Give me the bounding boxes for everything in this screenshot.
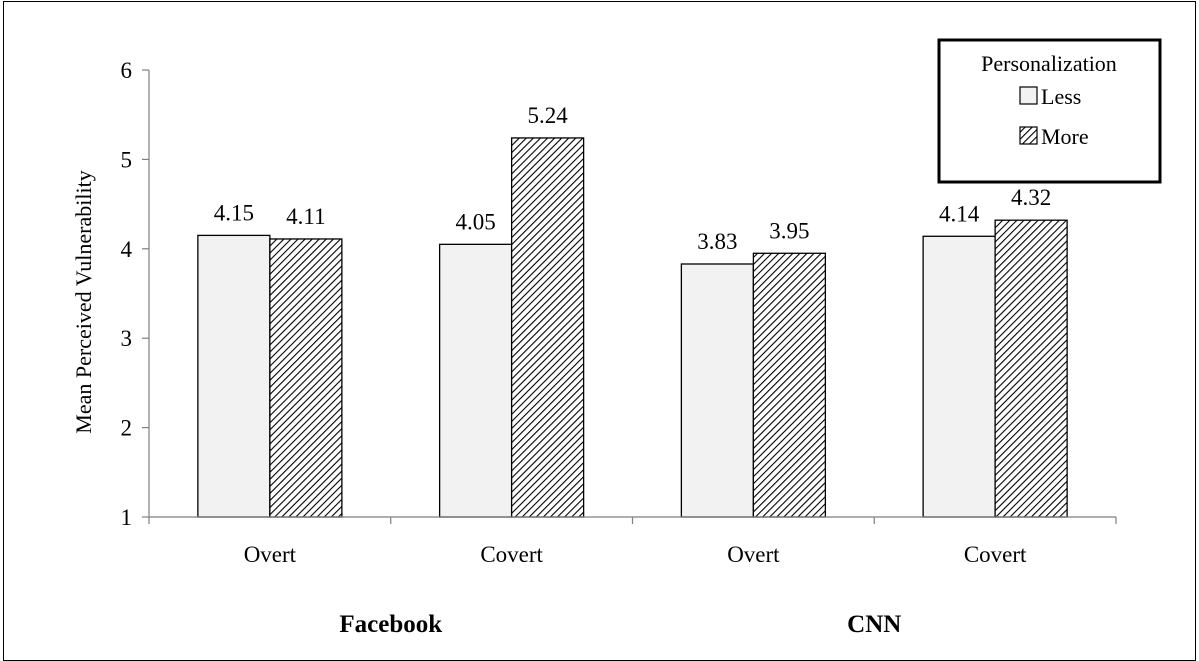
data-label: 4.11 [286,204,325,229]
data-label: 3.95 [769,218,809,243]
y-tick-label: 5 [121,147,133,172]
group-labels: Facebook CNN [339,611,901,638]
bars [197,137,1068,518]
data-label: 4.14 [939,201,980,226]
bar-less [197,234,271,518]
legend-title: Personalization [981,51,1117,76]
y-tick-label: 1 [121,505,133,530]
legend-label-more: More [1041,124,1089,149]
y-tick-label: 3 [121,326,133,351]
data-label: 4.15 [214,200,254,225]
bar-more [510,137,585,518]
data-label: 3.83 [697,229,737,254]
y-axis-title: Mean Perceived Vulnerability [71,170,96,433]
data-labels: 4.15 4.11 4.05 5.24 3.83 3.95 4.14 4.32 [214,103,1052,254]
bar-chart: 1 2 3 4 5 6 Mean Perceived Vulnerability 4.15… [71,38,1162,638]
legend-box [937,38,1162,184]
data-label: 4.32 [1011,185,1051,210]
y-ticks: 1 2 3 4 5 6 [121,58,149,530]
legend-swatch-more [1019,126,1038,145]
category-labels: Overt Covert Overt Covert [244,542,1027,567]
group-label: Facebook [339,611,442,638]
bar-more [269,238,343,518]
legend-label-less: Less [1041,84,1081,109]
group-label: CNN [847,611,901,638]
category-label: Overt [727,542,780,567]
category-label: Covert [480,542,543,567]
data-label: 4.05 [456,209,496,234]
bar-less [922,235,996,518]
bar-more [752,252,827,518]
bar-less [680,263,755,518]
x-ticks [148,517,1117,524]
legend: Personalization Less More [937,38,1162,184]
y-tick-label: 4 [121,237,133,262]
bar-less [438,243,513,518]
legend-swatch-less [1019,86,1038,105]
category-label: Overt [244,542,297,567]
category-label: Covert [964,542,1027,567]
y-tick-label: 2 [121,416,133,441]
data-label: 5.24 [528,103,569,128]
bar-more [994,219,1068,518]
chart-frame: 1 2 3 4 5 6 Mean Perceived Vulnerability 4.15… [3,1,1196,661]
y-tick-label: 6 [121,58,133,83]
